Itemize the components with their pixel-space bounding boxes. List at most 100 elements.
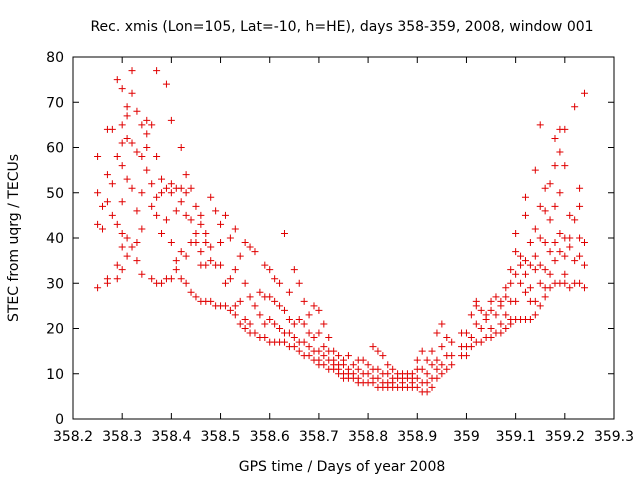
data-point — [94, 153, 102, 161]
y-tick-label: 80 — [46, 50, 64, 66]
data-point — [531, 225, 539, 233]
data-point — [502, 325, 510, 332]
data-point — [295, 347, 303, 355]
data-point — [325, 334, 333, 342]
data-point — [482, 315, 490, 323]
scatter-series — [94, 67, 588, 396]
data-point — [133, 148, 141, 156]
data-point — [251, 329, 259, 337]
data-point — [526, 239, 534, 247]
data-point — [192, 293, 200, 301]
data-point — [536, 302, 544, 310]
x-axis: 358.2 358.3 358.4 358.5 358.6 358.7 358.8 358.9… — [53, 57, 634, 445]
data-point — [576, 279, 584, 287]
data-point — [561, 125, 569, 133]
data-point — [285, 288, 293, 296]
data-point — [384, 370, 392, 378]
data-point — [113, 275, 121, 283]
data-point — [531, 297, 539, 305]
data-point — [423, 379, 431, 387]
data-point — [487, 325, 495, 332]
data-point — [541, 239, 549, 247]
data-point — [192, 229, 200, 237]
data-point — [217, 239, 225, 247]
data-point — [413, 356, 421, 364]
data-point — [153, 193, 161, 201]
data-point — [138, 225, 146, 233]
data-point — [438, 320, 446, 328]
data-point — [576, 184, 584, 192]
data-point — [231, 225, 239, 233]
data-point — [226, 306, 234, 314]
data-point — [123, 112, 131, 120]
data-point — [177, 275, 185, 283]
data-point — [192, 239, 200, 247]
data-point — [566, 234, 574, 242]
data-point — [369, 379, 377, 387]
data-point — [148, 202, 156, 210]
data-point — [217, 261, 225, 269]
data-point — [546, 248, 554, 256]
data-point — [177, 198, 185, 206]
x-tick-label: 358.6 — [250, 429, 290, 445]
y-axis: 0 10 20 30 40 50 60 70 80 — [46, 50, 614, 428]
data-point — [202, 239, 210, 247]
data-point — [246, 320, 254, 328]
data-point — [177, 144, 185, 151]
data-point — [162, 216, 170, 224]
data-point — [300, 297, 308, 305]
data-point — [512, 229, 520, 237]
data-point — [177, 184, 185, 192]
data-point — [320, 320, 328, 328]
data-point — [118, 229, 126, 237]
data-point — [571, 257, 579, 265]
data-point — [241, 239, 249, 247]
data-point — [187, 288, 195, 296]
data-point — [517, 279, 525, 287]
data-point — [118, 266, 126, 274]
data-point — [541, 293, 549, 301]
data-point — [128, 139, 136, 147]
data-point — [561, 252, 569, 260]
data-point — [487, 306, 495, 314]
data-point — [413, 374, 421, 382]
data-point — [512, 270, 520, 278]
data-point — [236, 297, 244, 305]
data-point — [315, 306, 323, 314]
data-point — [153, 67, 161, 75]
data-point — [251, 248, 259, 256]
x-tick-label: 358.7 — [299, 429, 339, 445]
data-point — [571, 216, 579, 224]
data-point — [507, 279, 515, 287]
data-point — [305, 329, 313, 337]
data-point — [94, 189, 102, 197]
data-point — [448, 352, 456, 360]
data-point — [118, 198, 126, 206]
data-point — [462, 329, 470, 337]
data-point — [261, 334, 269, 342]
data-point — [418, 347, 426, 355]
data-point — [580, 89, 588, 97]
data-point — [580, 239, 588, 247]
data-point — [335, 352, 343, 360]
data-point — [295, 315, 303, 323]
data-point — [280, 306, 288, 314]
data-point — [566, 284, 574, 292]
data-point — [256, 311, 264, 319]
data-point — [212, 207, 220, 215]
data-point — [113, 261, 121, 269]
data-point — [389, 365, 397, 373]
data-point — [133, 239, 141, 247]
data-point — [207, 193, 215, 201]
data-point — [536, 234, 544, 242]
data-point — [138, 121, 146, 129]
x-tick-label: 358.8 — [348, 429, 388, 445]
data-point — [349, 361, 357, 369]
data-point — [433, 329, 441, 337]
data-point — [221, 279, 229, 287]
y-tick-label: 60 — [46, 141, 64, 157]
data-point — [448, 361, 456, 369]
data-point — [290, 266, 298, 274]
data-point — [138, 270, 146, 278]
data-point — [207, 257, 215, 265]
